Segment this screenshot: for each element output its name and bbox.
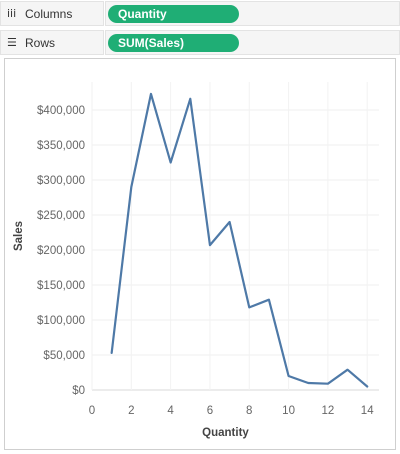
rows-drop-zone[interactable]: SUM(Sales) xyxy=(105,30,400,55)
x-tick-label: 14 xyxy=(361,405,374,417)
y-tick-label: $150,000 xyxy=(37,280,85,292)
x-tick-label: 4 xyxy=(167,405,174,417)
y-tick-label: $250,000 xyxy=(37,210,85,222)
y-tick-label: $350,000 xyxy=(37,140,85,152)
columns-shelf-label: iii Columns xyxy=(0,1,104,26)
rows-shelf: ☰ Rows SUM(Sales) xyxy=(0,29,400,56)
y-tick-label: $200,000 xyxy=(37,245,85,257)
y-tick-label: $300,000 xyxy=(37,175,85,187)
x-tick-label: 10 xyxy=(282,405,295,417)
x-tick-label: 0 xyxy=(89,405,95,417)
x-tick-label: 6 xyxy=(207,405,213,417)
quantity-pill[interactable]: Quantity xyxy=(108,5,239,23)
y-axis-title: Sales xyxy=(13,221,25,251)
x-tick-label: 2 xyxy=(128,405,134,417)
columns-icon: iii xyxy=(7,7,17,20)
rows-shelf-label: ☰ Rows xyxy=(0,30,104,55)
rows-icon: ☰ xyxy=(7,36,17,49)
sales-line xyxy=(110,92,369,388)
line-chart: $0 $50,000 $100,000 $150,000 $200,000 $250,00… xyxy=(13,82,379,439)
y-tick-label: $50,000 xyxy=(43,350,85,362)
x-tick-label: 8 xyxy=(246,405,252,417)
x-tick-label: 12 xyxy=(321,405,334,417)
columns-shelf: iii Columns Quantity xyxy=(0,0,400,27)
x-axis-title: Quantity xyxy=(202,427,249,439)
y-tick-label: $100,000 xyxy=(37,315,85,327)
chart-area: $0 $50,000 $100,000 $150,000 $200,000 $250,00… xyxy=(4,58,396,450)
columns-label: Columns xyxy=(25,6,73,21)
columns-drop-zone[interactable]: Quantity xyxy=(105,1,400,26)
rows-label: Rows xyxy=(25,35,56,50)
y-tick-label: $400,000 xyxy=(37,105,85,117)
sum-sales-pill[interactable]: SUM(Sales) xyxy=(108,34,239,52)
y-tick-label: $0 xyxy=(72,385,85,397)
